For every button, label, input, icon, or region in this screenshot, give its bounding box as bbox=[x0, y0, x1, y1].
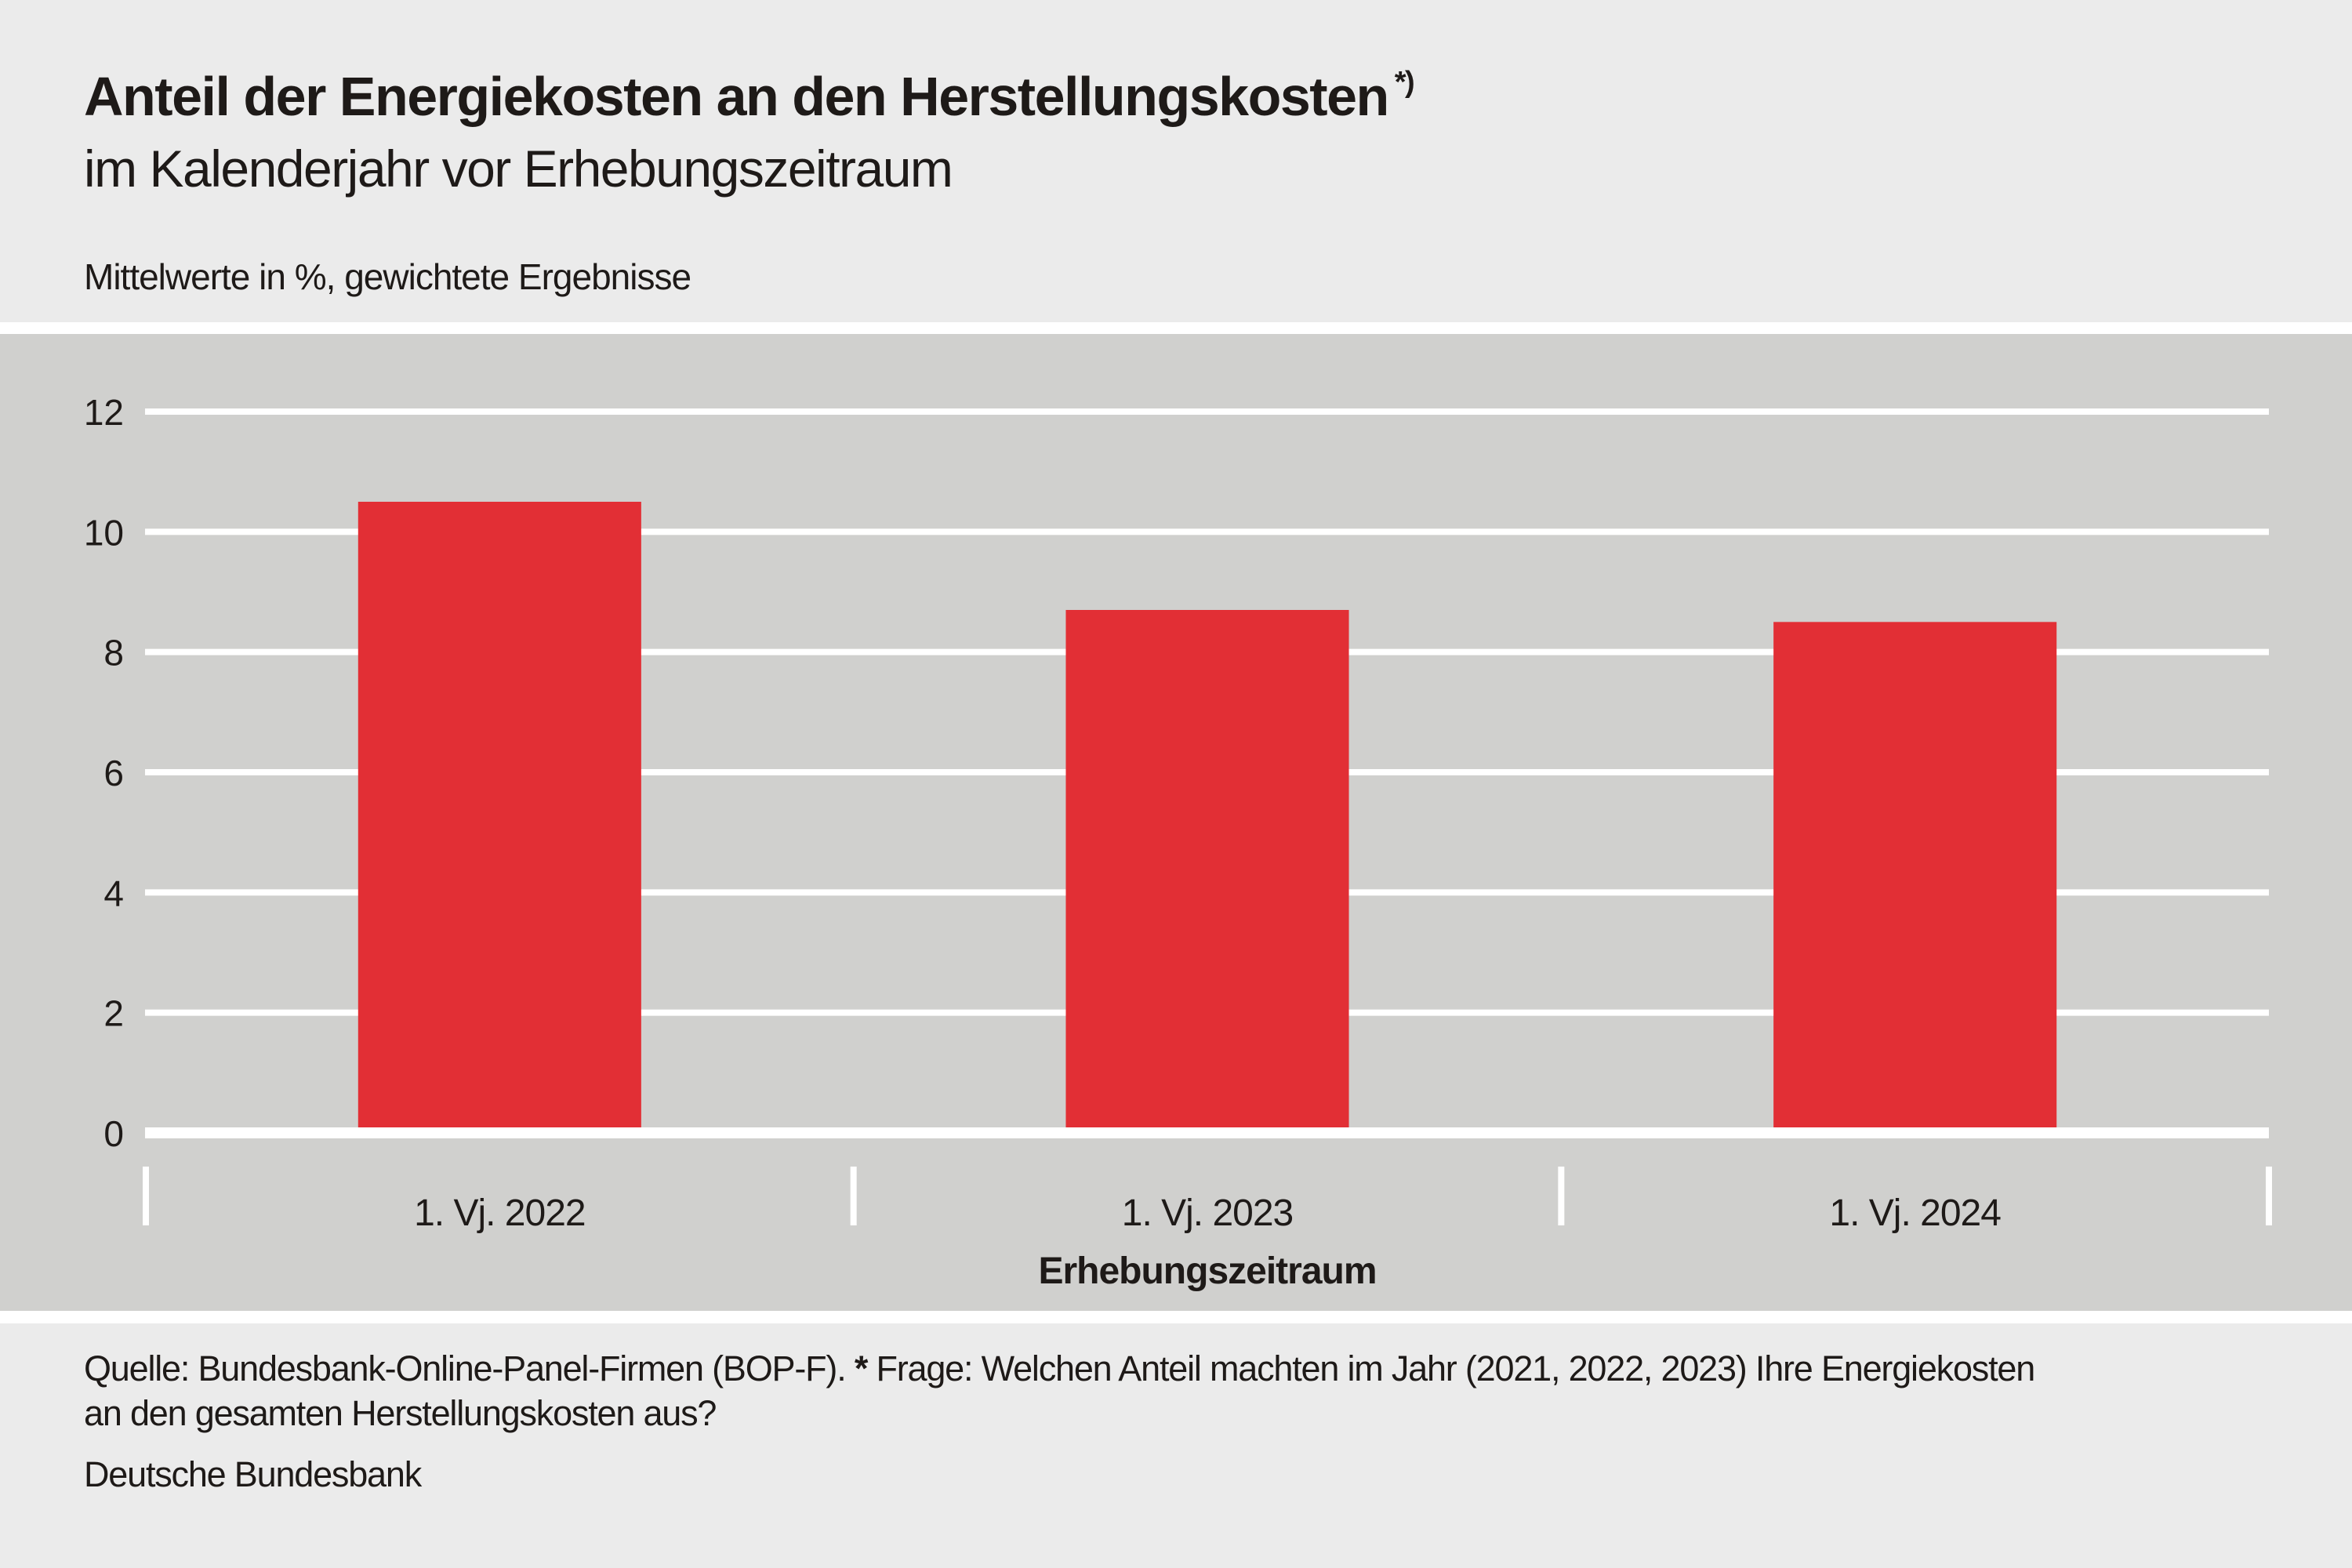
bar bbox=[1773, 622, 2057, 1133]
gridline bbox=[145, 528, 2269, 535]
chart-title-text: Anteil der Energiekosten an den Herstell… bbox=[84, 66, 1389, 127]
y-tick-label: 2 bbox=[103, 993, 124, 1034]
footer-panel bbox=[0, 1323, 2352, 1568]
chart-title: Anteil der Energiekosten an den Herstell… bbox=[84, 65, 1415, 127]
x-axis-category-labels: 1. Vj. 2022 1. Vj. 2023 1. Vj. 2024 bbox=[414, 1192, 2002, 1234]
title-footnote-marker: *) bbox=[1394, 65, 1415, 99]
publisher-name: Deutsche Bundesbank bbox=[84, 1454, 422, 1494]
y-tick-label: 8 bbox=[103, 633, 124, 673]
chart-subtitle: im Kalenderjahr vor Erhebungszeitraum bbox=[84, 140, 953, 198]
bars bbox=[358, 502, 2057, 1133]
bar bbox=[1065, 610, 1349, 1133]
source-text: Quelle: Bundesbank-Online-Panel-Firmen (… bbox=[84, 1348, 847, 1388]
footer-separator bbox=[0, 1311, 2352, 1323]
x-axis-ticks bbox=[143, 1167, 2272, 1225]
x-category-label: 1. Vj. 2024 bbox=[1829, 1192, 2001, 1234]
bar bbox=[358, 502, 641, 1133]
x-axis-title: Erhebungszeitraum bbox=[1038, 1250, 1376, 1292]
footnote-asterisk: * bbox=[854, 1348, 869, 1388]
x-category-label: 1. Vj. 2022 bbox=[414, 1192, 586, 1234]
y-axis-tick-labels: 0 2 4 6 8 10 12 bbox=[84, 392, 124, 1154]
gridline bbox=[145, 408, 2269, 415]
x-axis-baseline-group bbox=[145, 1127, 2269, 1138]
y-tick-label: 6 bbox=[103, 753, 124, 793]
header-separator bbox=[0, 322, 2352, 335]
x-category-label: 1. Vj. 2023 bbox=[1122, 1192, 1294, 1234]
y-tick-label: 0 bbox=[103, 1113, 124, 1154]
header-panel bbox=[0, 0, 2352, 322]
unit-note: Mittelwerte in %, gewichtete Ergebnisse bbox=[84, 256, 691, 297]
x-axis-tick bbox=[2266, 1167, 2272, 1225]
footer-source-line: Quelle: Bundesbank-Online-Panel-Firmen (… bbox=[84, 1348, 2035, 1388]
x-axis-tick bbox=[1558, 1167, 1565, 1225]
footer-question-line2: an den gesamten Herstellungskosten aus? bbox=[84, 1393, 717, 1433]
x-axis-baseline bbox=[145, 1127, 2269, 1138]
y-tick-label: 4 bbox=[103, 873, 124, 913]
x-axis-tick bbox=[850, 1167, 857, 1225]
x-axis-tick bbox=[143, 1167, 149, 1225]
y-tick-label: 10 bbox=[84, 512, 124, 553]
question-text-line1: Frage: Welchen Anteil machten im Jahr (2… bbox=[876, 1348, 2035, 1388]
y-tick-label: 12 bbox=[84, 392, 124, 433]
